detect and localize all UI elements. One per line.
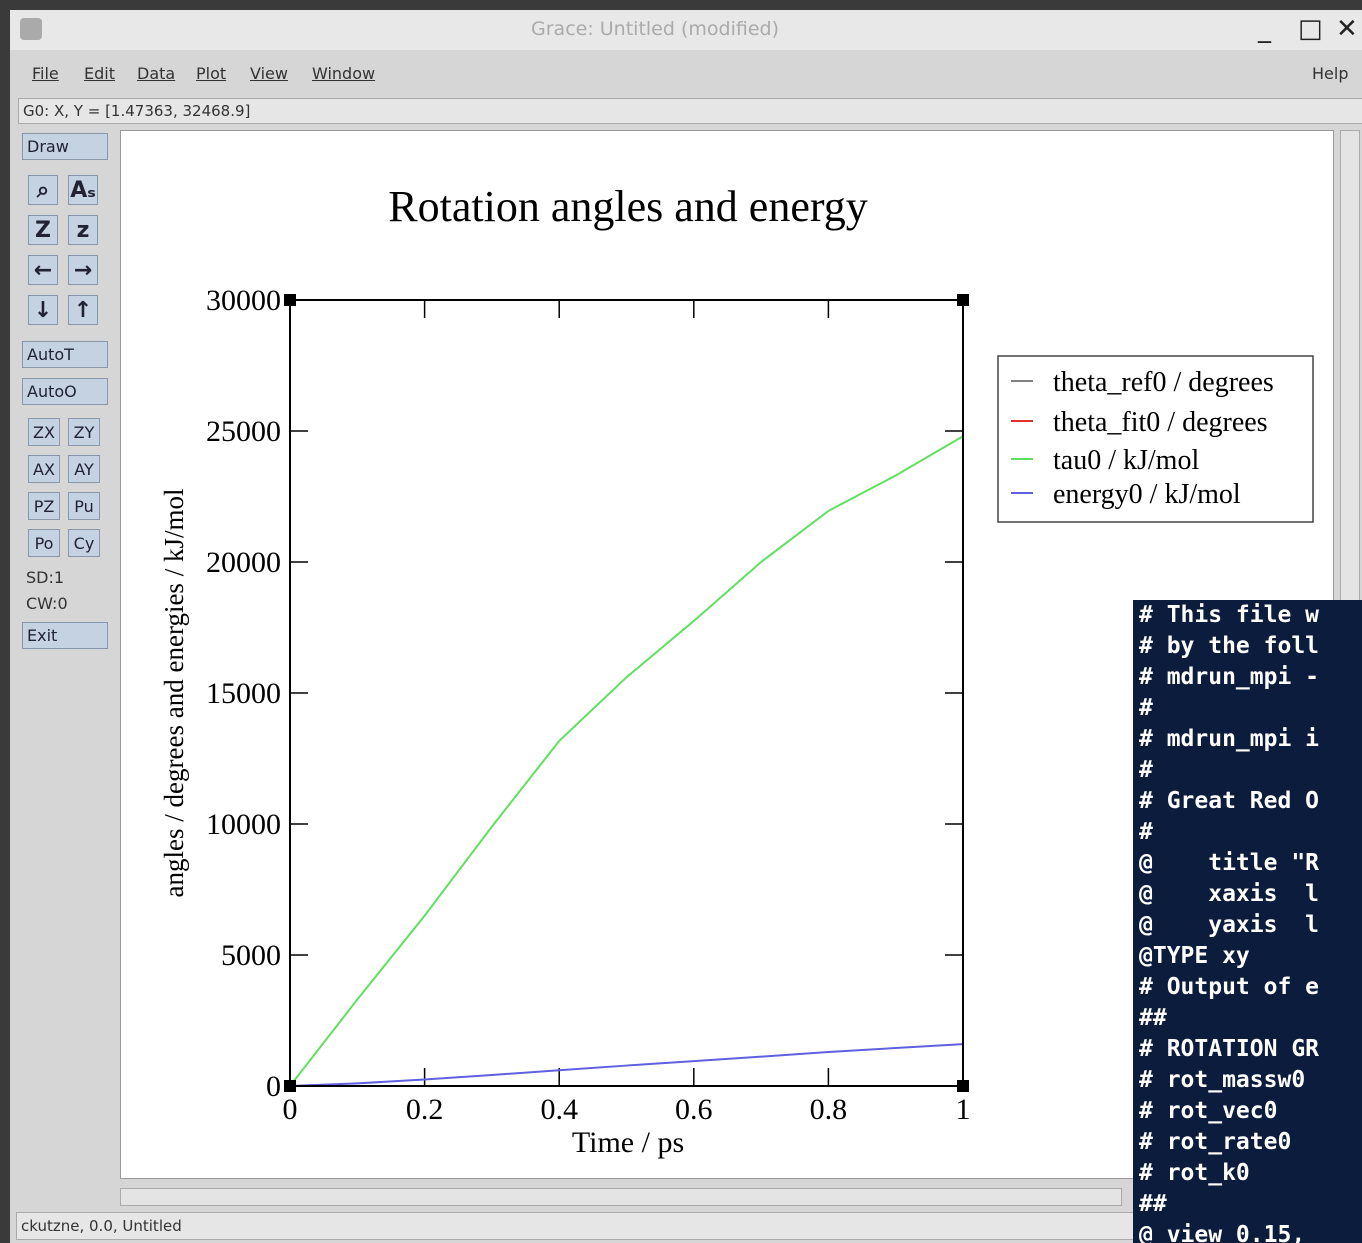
h-scrollbar[interactable] <box>120 1188 1122 1206</box>
terminal-line: ## <box>1133 1003 1362 1034</box>
button[interactable]: ZX <box>28 418 60 446</box>
button[interactable]: AX <box>28 455 60 483</box>
minimize[interactable]: _ <box>1258 14 1271 44</box>
terminal-line: # rot_massw0 <box>1133 1065 1362 1096</box>
button[interactable]: Cy <box>68 529 100 557</box>
icon-button[interactable]: Aₛ <box>68 175 98 205</box>
terminal-line: # mdrun_mpi i <box>1133 724 1362 755</box>
handle <box>284 1080 296 1092</box>
terminal-line: # <box>1133 817 1362 848</box>
terminal-line: # Output of e <box>1133 972 1362 1003</box>
window-title: Grace: Untitled (modified) <box>430 18 880 40</box>
terminal: # This file w# by the foll# mdrun_mpi -#… <box>1133 600 1362 1243</box>
maximize[interactable]: □ <box>1298 14 1323 44</box>
y-tick-label: 20000 <box>206 546 281 579</box>
button[interactable]: Po <box>28 529 60 557</box>
icon-button[interactable]: ↑ <box>68 295 98 325</box>
icon-button[interactable]: z <box>68 215 98 245</box>
data-line <box>290 436 963 1086</box>
terminal-line: @TYPE xy <box>1133 941 1362 972</box>
icon-button[interactable]: ↓ <box>28 295 58 325</box>
x-axis-label: Time / ps <box>572 1126 684 1159</box>
x-tick-label: 1 <box>956 1093 971 1126</box>
menu-item[interactable]: Plot <box>196 64 226 83</box>
x-tick-label: 0.2 <box>406 1093 444 1126</box>
terminal-line: # <box>1133 755 1362 786</box>
icon-button[interactable]: → <box>68 255 98 285</box>
terminal-line: # rot_vec0 <box>1133 1096 1362 1127</box>
plot-frame <box>290 300 963 1086</box>
terminal-line: # rot_rate0 <box>1133 1127 1362 1158</box>
terminal-line: ## <box>1133 1189 1362 1220</box>
terminal-line: @ view 0.15, <box>1133 1220 1362 1243</box>
button[interactable]: AutoT <box>22 341 108 368</box>
x-tick-label: 0.6 <box>675 1093 713 1126</box>
terminal-line: # ROTATION GR <box>1133 1034 1362 1065</box>
icon-button[interactable]: ⌕ <box>28 175 58 205</box>
y-tick-label: 25000 <box>206 415 281 448</box>
y-tick-label: 15000 <box>206 677 281 710</box>
x-tick-label: 0.4 <box>540 1093 578 1126</box>
chart-title: Rotation angles and energy <box>388 182 867 231</box>
terminal-line: # rot_k0 <box>1133 1158 1362 1189</box>
terminal-line: @ title "R <box>1133 848 1362 879</box>
icon-button[interactable]: ← <box>28 255 58 285</box>
terminal-line: # This file w <box>1133 600 1362 631</box>
label: SD:1 <box>26 568 64 587</box>
handle <box>284 294 296 306</box>
desktop: Grace: Untitled (modified) _ □ ✕ Help Fi… <box>0 0 1362 1243</box>
data-line <box>290 1044 963 1086</box>
button[interactable]: AY <box>68 455 100 483</box>
close[interactable]: ✕ <box>1336 14 1358 44</box>
legend-label: energy0 / kJ/mol <box>1053 479 1241 510</box>
legend-label: theta_ref0 / degrees <box>1053 367 1274 398</box>
legend-label: theta_fit0 / degrees <box>1053 407 1268 438</box>
icon-button[interactable]: Z <box>28 215 58 245</box>
menu-item[interactable]: Help <box>1312 64 1348 83</box>
legend-label: tau0 / kJ/mol <box>1053 445 1199 476</box>
y-tick-label: 5000 <box>221 939 281 972</box>
terminal-line: # <box>1133 693 1362 724</box>
menu-item[interactable]: View <box>250 64 288 83</box>
terminal-line: # by the foll <box>1133 631 1362 662</box>
terminal-line: @ xaxis l <box>1133 879 1362 910</box>
coords-line: G0: X, Y = [1.47363, 32468.9] <box>18 98 1362 124</box>
button[interactable]: PZ <box>28 492 60 520</box>
y-tick-label: 10000 <box>206 808 281 841</box>
title-bar: Grace: Untitled (modified) _ □ ✕ <box>10 10 1362 50</box>
menu-item[interactable]: Data <box>137 64 175 83</box>
handle <box>957 1080 969 1092</box>
x-tick-label: 0 <box>283 1093 298 1126</box>
button[interactable]: AutoO <box>22 378 108 405</box>
button[interactable]: Draw <box>22 133 108 160</box>
y-axis-label: angles / degrees and energies / kJ/mol <box>159 489 189 898</box>
y-tick-label: 30000 <box>206 284 281 317</box>
button[interactable]: Pu <box>68 492 100 520</box>
terminal-line: @ yaxis l <box>1133 910 1362 941</box>
y-tick-label: 0 <box>266 1070 281 1103</box>
button[interactable]: ZY <box>68 418 100 446</box>
terminal-line: # mdrun_mpi - <box>1133 662 1362 693</box>
button[interactable]: Exit <box>22 622 108 649</box>
handle <box>957 294 969 306</box>
terminal-line: # Great Red O <box>1133 786 1362 817</box>
x-tick-label: 0.8 <box>810 1093 848 1126</box>
menu-item[interactable]: Window <box>312 64 375 83</box>
label: CW:0 <box>26 594 68 613</box>
